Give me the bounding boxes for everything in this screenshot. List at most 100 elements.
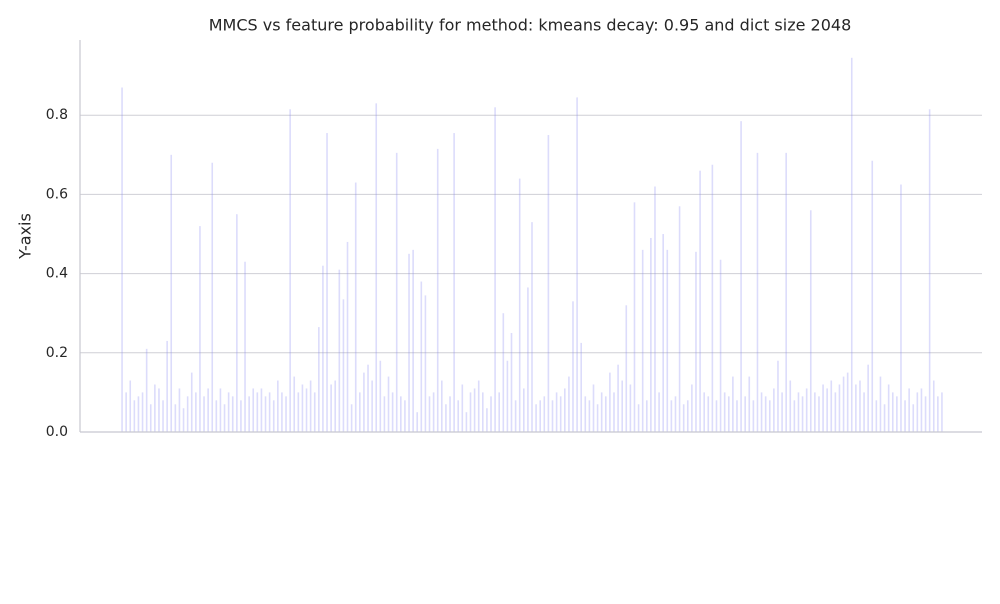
bar — [748, 376, 751, 432]
bar — [227, 392, 230, 432]
bar — [920, 388, 923, 432]
bar — [211, 162, 214, 432]
bar — [563, 388, 566, 432]
bar — [510, 333, 513, 432]
bar — [219, 388, 222, 432]
bar — [678, 206, 681, 432]
bar — [383, 396, 386, 432]
bar — [719, 259, 722, 432]
bar — [691, 384, 693, 432]
bar — [277, 380, 279, 432]
bar — [715, 400, 718, 432]
bar — [686, 400, 689, 432]
bar — [158, 388, 160, 432]
bar — [240, 400, 242, 432]
bar — [637, 404, 640, 432]
bar — [494, 107, 496, 432]
bar — [707, 396, 710, 432]
bar — [822, 384, 824, 432]
bar — [309, 380, 312, 432]
bar — [190, 372, 193, 432]
bar — [900, 184, 902, 432]
bar — [891, 392, 894, 432]
y-tick-label: 0.2 — [46, 345, 68, 361]
bar — [203, 396, 205, 432]
bar — [855, 384, 857, 432]
bar — [801, 396, 804, 432]
bar — [252, 388, 255, 432]
bar — [502, 313, 505, 432]
bar — [662, 234, 664, 432]
bar — [371, 380, 373, 432]
bar — [395, 152, 398, 432]
bar — [514, 400, 517, 432]
bar — [650, 237, 652, 432]
bar — [223, 404, 226, 432]
bar — [473, 388, 476, 432]
y-tick-label: 0.6 — [46, 186, 68, 202]
bar — [449, 396, 451, 432]
bar — [559, 396, 562, 432]
bar — [379, 360, 382, 432]
bar — [354, 182, 357, 432]
bar — [154, 384, 156, 432]
bar — [256, 392, 259, 432]
bar — [682, 404, 685, 432]
bar — [932, 380, 935, 432]
bar — [129, 380, 132, 432]
bar — [260, 388, 263, 432]
bar — [764, 396, 767, 432]
bar — [367, 364, 369, 432]
bar — [818, 396, 820, 432]
bar — [777, 360, 779, 432]
bar — [596, 404, 599, 432]
bar — [445, 404, 447, 432]
bar — [318, 327, 320, 432]
bar — [281, 392, 283, 432]
bar — [441, 380, 443, 432]
bar — [350, 404, 353, 432]
bar — [863, 392, 865, 432]
bar — [490, 396, 492, 432]
bar — [457, 400, 460, 432]
bar — [850, 57, 853, 433]
bar — [453, 133, 455, 432]
bar — [387, 376, 390, 432]
bar — [231, 396, 234, 432]
bar — [301, 384, 304, 432]
bar — [785, 152, 787, 432]
bar — [580, 342, 582, 432]
bar — [527, 287, 529, 432]
bar — [285, 396, 287, 432]
bar — [297, 392, 300, 432]
bar — [609, 372, 611, 432]
bar — [695, 251, 697, 432]
bar — [305, 388, 308, 432]
bar — [293, 376, 296, 432]
y-tick-label: 0.8 — [46, 107, 68, 123]
bar — [469, 392, 472, 432]
bar — [121, 87, 123, 433]
bar — [916, 392, 919, 432]
bar — [752, 400, 755, 432]
bar — [170, 154, 173, 432]
bar — [904, 400, 906, 432]
bar — [641, 249, 644, 432]
bar — [937, 396, 939, 432]
bar — [727, 396, 730, 432]
bar — [498, 392, 501, 432]
bar — [182, 408, 185, 432]
bar — [781, 392, 783, 432]
bar — [248, 396, 250, 432]
bar — [814, 392, 816, 432]
bar — [666, 249, 669, 432]
bar — [703, 392, 705, 432]
bar — [773, 388, 775, 432]
bar — [244, 261, 246, 432]
bar — [625, 305, 628, 432]
bar — [330, 384, 332, 432]
bar — [740, 121, 742, 432]
bar — [588, 400, 591, 432]
bar — [859, 380, 861, 432]
bar — [928, 109, 931, 432]
